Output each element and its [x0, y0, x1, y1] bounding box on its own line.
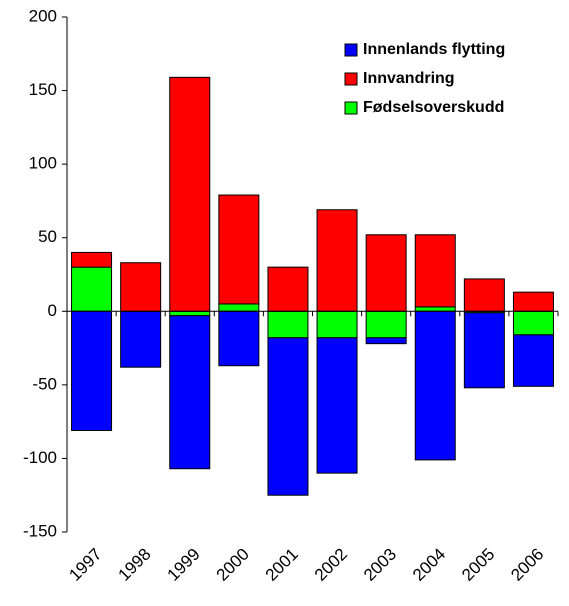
bar: [120, 262, 162, 312]
x-tick-label: 1998: [114, 545, 154, 585]
x-tick-label: 2002: [311, 545, 351, 585]
bar: [365, 337, 407, 345]
bar: [120, 310, 162, 368]
legend-label: Innvandring: [363, 70, 455, 87]
bar: [169, 315, 211, 470]
x-tick-label: 1997: [65, 545, 105, 585]
y-tick-label: 100: [29, 154, 57, 173]
bar: [218, 303, 260, 312]
legend-swatch: [344, 101, 358, 115]
bar: [316, 209, 358, 312]
x-tick-label: 2004: [409, 545, 449, 585]
y-tick-label: 0: [48, 301, 57, 320]
bar: [316, 310, 358, 339]
bar: [512, 334, 554, 387]
bar: [365, 234, 407, 312]
bar: [414, 234, 456, 308]
legend-label: Innenlands flytting: [363, 41, 505, 58]
x-tick-label: 2003: [360, 545, 400, 585]
bar: [218, 310, 260, 367]
y-tick-label: -150: [23, 521, 57, 540]
bar: [414, 310, 456, 461]
y-tick-label: 200: [29, 6, 57, 25]
bar: [169, 76, 211, 312]
bar: [512, 291, 554, 312]
bar: [169, 310, 211, 317]
y-tick-label: -50: [32, 374, 57, 393]
bar: [414, 306, 456, 312]
x-tick-label: 2001: [262, 545, 302, 585]
x-tick-label: 2000: [213, 545, 253, 585]
bar: [316, 337, 358, 474]
bar: [267, 337, 309, 496]
x-tick-label: 2005: [458, 545, 498, 585]
y-tick-label: -100: [23, 448, 57, 467]
legend-swatch: [344, 43, 358, 57]
bar: [267, 266, 309, 312]
legend-swatch: [344, 72, 358, 86]
y-tick-label: 150: [29, 80, 57, 99]
bar: [71, 310, 113, 431]
bar: [267, 310, 309, 339]
bar: [71, 266, 113, 312]
bar: [512, 310, 554, 336]
bar: [463, 278, 505, 312]
y-tick-label: 50: [38, 227, 57, 246]
bar: [463, 312, 505, 389]
legend-label: Fødselsoverskudd: [363, 99, 504, 116]
bar: [365, 310, 407, 339]
bar: [218, 194, 260, 305]
bar: [71, 251, 113, 268]
x-tick-label: 2006: [507, 545, 547, 585]
x-tick-label: 1999: [164, 545, 204, 585]
